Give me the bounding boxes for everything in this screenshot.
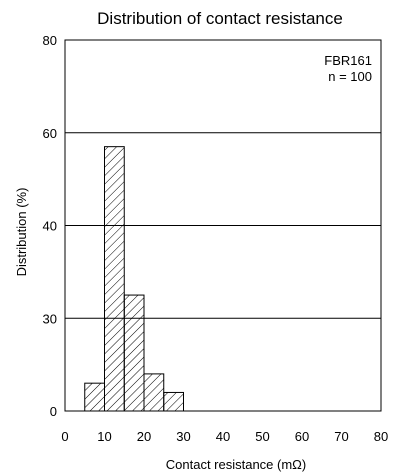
histogram-bar xyxy=(104,146,125,412)
x-tick-label: 70 xyxy=(334,429,348,444)
y-axis-ticks: 0 30 40 60 80 xyxy=(43,33,57,419)
x-tick-label: 80 xyxy=(374,429,388,444)
chart-title: Distribution of contact resistance xyxy=(97,9,343,28)
x-axis-label: Contact resistance (mΩ) xyxy=(166,457,306,472)
x-tick-label: 0 xyxy=(61,429,68,444)
x-tick-label: 20 xyxy=(137,429,151,444)
annotation-model: FBR161 xyxy=(324,53,372,68)
histogram-bar xyxy=(84,382,105,412)
histogram-bar xyxy=(123,294,145,412)
x-tick-label: 30 xyxy=(176,429,190,444)
histogram-bar xyxy=(143,373,165,412)
x-tick-label: 10 xyxy=(97,429,111,444)
y-axis-label: Distribution (%) xyxy=(14,188,29,277)
y-tick-label: 0 xyxy=(50,404,57,419)
annotation-sample-size: n = 100 xyxy=(328,69,372,84)
x-tick-label: 40 xyxy=(216,429,230,444)
x-tick-label: 60 xyxy=(295,429,309,444)
histogram-bar xyxy=(163,391,184,412)
x-axis-ticks: 0 10 20 30 40 50 60 70 80 xyxy=(61,429,388,444)
histogram-bars xyxy=(84,146,184,412)
y-tick-label: 30 xyxy=(43,311,57,326)
y-tick-label: 60 xyxy=(43,126,57,141)
y-tick-label: 80 xyxy=(43,33,57,48)
y-tick-label: 40 xyxy=(43,219,57,234)
x-tick-label: 50 xyxy=(255,429,269,444)
